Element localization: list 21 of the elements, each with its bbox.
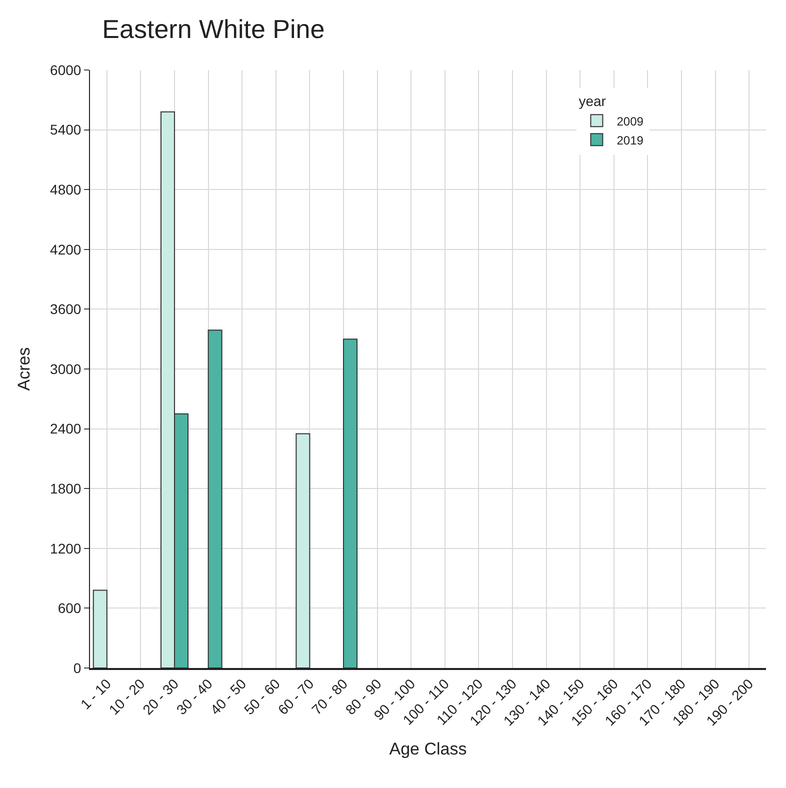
- legend-title: year: [578, 93, 606, 110]
- bar: [343, 338, 358, 668]
- y-tick-label: 600: [58, 600, 82, 616]
- y-tick-label: 5400: [50, 122, 82, 138]
- y-tick-label: 1200: [50, 540, 82, 556]
- y-tick-label: 4800: [50, 182, 82, 198]
- y-tick-label: 2400: [50, 420, 82, 437]
- bar: [92, 590, 108, 668]
- y-tick-label: 3000: [50, 360, 82, 377]
- bar: [296, 433, 310, 668]
- legend-label: 2009: [616, 114, 644, 128]
- legend-label: 2019: [616, 133, 644, 148]
- y-tick-label: 0: [73, 660, 82, 676]
- y-tick-label: 6000: [50, 62, 82, 78]
- y-axis-title: Acres: [14, 347, 34, 391]
- bar: [208, 330, 222, 668]
- y-tick-label: 3600: [50, 301, 82, 318]
- x-axis-title: Age Class: [389, 740, 467, 759]
- chart-title: Eastern White Pine: [102, 14, 325, 44]
- y-tick-label: 1800: [50, 480, 82, 496]
- y-tick-label: 4200: [50, 241, 82, 258]
